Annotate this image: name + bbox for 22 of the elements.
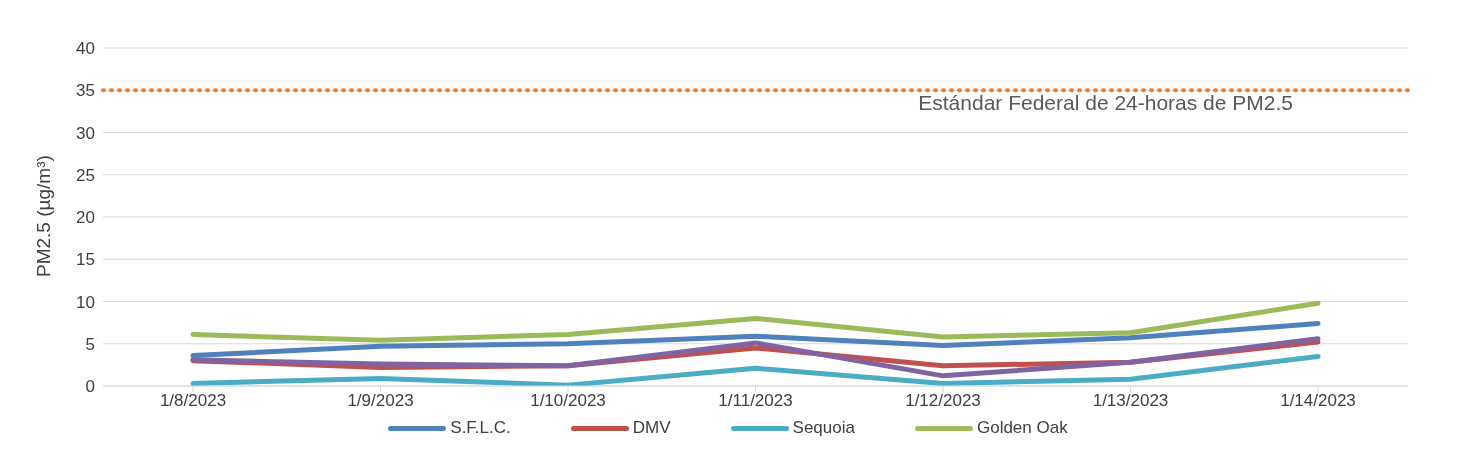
y-tick-label: 40 (76, 39, 95, 59)
x-tick-label: 1/9/2023 (347, 391, 414, 411)
y-tick-label: 5 (85, 334, 95, 354)
x-tick-label: 1/10/2023 (530, 391, 606, 411)
legend-label: Sequoia (792, 418, 855, 438)
y-tick-label: 30 (76, 123, 95, 143)
ref-line-label: Estándar Federal de 24-horas de PM2.5 (918, 91, 1293, 115)
y-tick-label: 25 (76, 165, 95, 185)
y-axis-title: PM2.5 (µg/m³) (32, 155, 54, 277)
y-tick-label: 20 (76, 208, 95, 228)
legend-label: S.F.L.C. (450, 418, 511, 438)
y-tick-label: 0 (85, 377, 95, 397)
x-tick-label: 1/11/2023 (718, 391, 793, 411)
y-tick-label: 35 (76, 81, 95, 101)
y-tick-label: 10 (76, 292, 95, 312)
y-tick-label: 15 (76, 250, 95, 270)
x-tick-label: 1/12/2023 (905, 391, 981, 411)
legend-label: DMV (632, 418, 671, 438)
x-tick-label: 1/13/2023 (1092, 391, 1169, 411)
x-tick-label: 1/8/2023 (159, 391, 227, 411)
x-tick-label: 1/14/2023 (1280, 391, 1356, 411)
legend-label: Golden Oak (976, 418, 1068, 438)
